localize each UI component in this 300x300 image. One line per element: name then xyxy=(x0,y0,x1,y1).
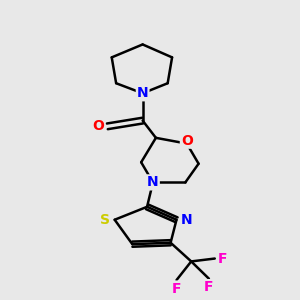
Text: N: N xyxy=(147,176,159,189)
Text: F: F xyxy=(218,251,227,266)
Text: S: S xyxy=(100,213,110,227)
Text: F: F xyxy=(172,281,181,296)
Text: N: N xyxy=(181,213,193,227)
Text: O: O xyxy=(181,134,193,148)
Text: O: O xyxy=(92,119,104,133)
Text: N: N xyxy=(137,86,148,100)
Text: F: F xyxy=(204,280,214,294)
